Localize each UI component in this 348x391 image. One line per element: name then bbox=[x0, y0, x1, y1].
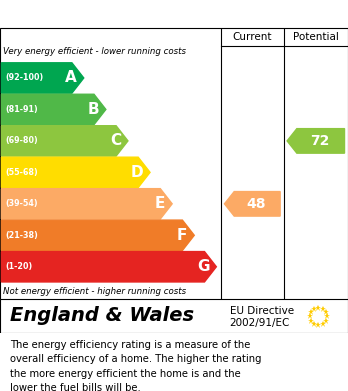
Text: B: B bbox=[87, 102, 99, 117]
Text: The energy efficiency rating is a measure of the
overall efficiency of a home. T: The energy efficiency rating is a measur… bbox=[10, 340, 262, 391]
Text: Not energy efficient - higher running costs: Not energy efficient - higher running co… bbox=[3, 287, 187, 296]
Text: (92-100): (92-100) bbox=[6, 74, 44, 83]
Text: Current: Current bbox=[232, 32, 272, 42]
Polygon shape bbox=[1, 220, 194, 251]
Text: (55-68): (55-68) bbox=[6, 168, 38, 177]
Polygon shape bbox=[1, 94, 106, 125]
Text: Very energy efficient - lower running costs: Very energy efficient - lower running co… bbox=[3, 47, 187, 56]
Text: C: C bbox=[110, 133, 121, 149]
Text: F: F bbox=[177, 228, 187, 243]
Text: E: E bbox=[155, 196, 165, 211]
Polygon shape bbox=[1, 63, 84, 93]
Text: Energy Efficiency Rating: Energy Efficiency Rating bbox=[63, 7, 285, 22]
Text: 48: 48 bbox=[247, 197, 266, 211]
Text: Potential: Potential bbox=[293, 32, 339, 42]
Text: (21-38): (21-38) bbox=[6, 231, 38, 240]
Text: G: G bbox=[197, 259, 209, 274]
Polygon shape bbox=[1, 126, 128, 156]
Text: A: A bbox=[65, 70, 77, 86]
Text: 2002/91/EC: 2002/91/EC bbox=[230, 319, 290, 328]
Polygon shape bbox=[1, 188, 172, 219]
Polygon shape bbox=[1, 251, 216, 282]
Polygon shape bbox=[1, 157, 150, 188]
Text: (1-20): (1-20) bbox=[6, 262, 33, 271]
Text: (69-80): (69-80) bbox=[6, 136, 38, 145]
Polygon shape bbox=[224, 192, 280, 216]
Text: England & Wales: England & Wales bbox=[10, 307, 195, 325]
Text: D: D bbox=[130, 165, 143, 180]
Text: EU Directive: EU Directive bbox=[230, 306, 294, 316]
Text: (81-91): (81-91) bbox=[6, 105, 38, 114]
Text: (39-54): (39-54) bbox=[6, 199, 38, 208]
Text: 72: 72 bbox=[310, 134, 330, 148]
Polygon shape bbox=[287, 129, 345, 153]
